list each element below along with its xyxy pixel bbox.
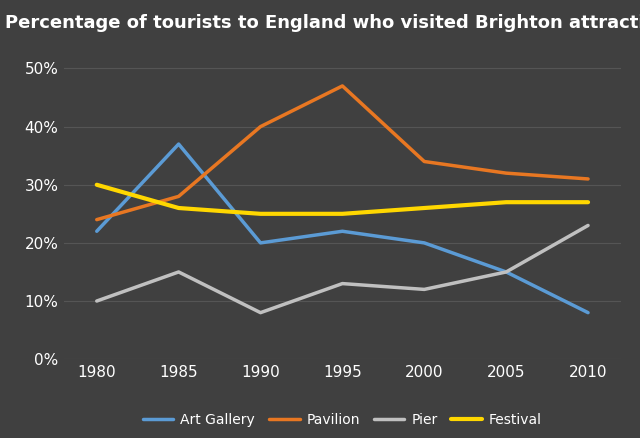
Pier bbox=[339, 281, 346, 286]
Art Gallery bbox=[93, 229, 100, 234]
Pavilion bbox=[93, 217, 100, 222]
Pavilion bbox=[584, 177, 592, 182]
Pavilion bbox=[339, 83, 346, 88]
Title: Percentage of tourists to England who visited Brighton attractions: Percentage of tourists to England who vi… bbox=[5, 14, 640, 32]
Pier bbox=[175, 269, 182, 275]
Pier bbox=[257, 310, 264, 315]
Legend: Art Gallery, Pavilion, Pier, Festival: Art Gallery, Pavilion, Pier, Festival bbox=[137, 408, 548, 433]
Festival bbox=[257, 211, 264, 216]
Pier bbox=[93, 298, 100, 304]
Pavilion bbox=[175, 194, 182, 199]
Line: Festival: Festival bbox=[97, 185, 588, 214]
Festival bbox=[339, 211, 346, 216]
Festival bbox=[584, 200, 592, 205]
Festival bbox=[175, 205, 182, 211]
Pavilion bbox=[257, 124, 264, 129]
Festival bbox=[502, 200, 510, 205]
Line: Pavilion: Pavilion bbox=[97, 86, 588, 219]
Line: Art Gallery: Art Gallery bbox=[97, 144, 588, 313]
Pier bbox=[420, 287, 428, 292]
Pavilion bbox=[420, 159, 428, 164]
Art Gallery bbox=[257, 240, 264, 246]
Pier bbox=[502, 269, 510, 275]
Art Gallery bbox=[584, 310, 592, 315]
Art Gallery bbox=[339, 229, 346, 234]
Pavilion bbox=[502, 170, 510, 176]
Festival bbox=[420, 205, 428, 211]
Art Gallery bbox=[175, 141, 182, 147]
Art Gallery bbox=[502, 269, 510, 275]
Festival bbox=[93, 182, 100, 187]
Pier bbox=[584, 223, 592, 228]
Line: Pier: Pier bbox=[97, 226, 588, 313]
Art Gallery bbox=[420, 240, 428, 246]
